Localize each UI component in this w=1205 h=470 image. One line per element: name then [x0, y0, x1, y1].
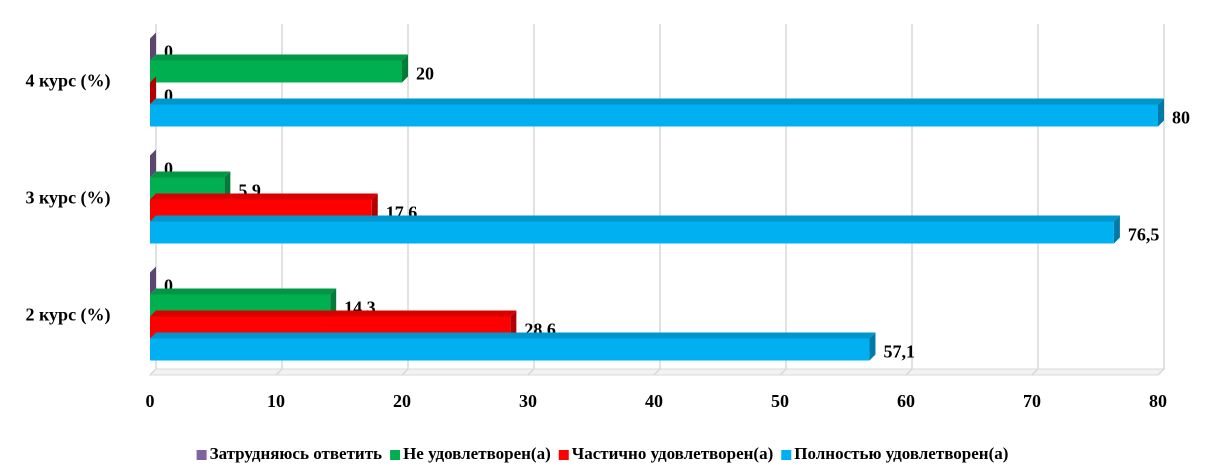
- grid-line: [905, 24, 913, 376]
- legend-swatch: [781, 450, 792, 460]
- bar-top: [150, 193, 378, 200]
- value-label: 0: [164, 159, 173, 179]
- y-tick-label: 4 курс (%): [25, 71, 110, 92]
- x-tick-label: 60: [897, 391, 915, 411]
- y-tick-label: 3 курс (%): [25, 188, 110, 209]
- legend-label: Частично удовлетворен(а): [572, 444, 773, 463]
- bar-side: [402, 54, 408, 83]
- grid-line: [275, 24, 283, 376]
- bar-side: [150, 32, 156, 61]
- bar-top: [150, 171, 231, 178]
- legend-label: Полностью удовлетворен(а): [794, 444, 1008, 463]
- grid-line: [401, 24, 409, 376]
- value-label: 80: [1172, 108, 1190, 128]
- bar-side: [371, 193, 378, 222]
- bar-side: [869, 332, 876, 361]
- value-label: 20: [416, 64, 434, 84]
- x-tick-label: 80: [1149, 391, 1167, 411]
- x-tick-label: 10: [267, 391, 285, 411]
- bar: [150, 104, 1158, 127]
- legend-label: Не удовлетворен(а): [403, 444, 551, 463]
- bar-side: [224, 171, 231, 200]
- value-label: 0: [164, 42, 173, 62]
- x-tick-label: 40: [645, 391, 663, 411]
- value-label: 0: [164, 276, 173, 296]
- bar: [150, 60, 402, 83]
- grid-line: [653, 24, 661, 376]
- x-tick-label: 20: [393, 391, 411, 411]
- grid-line: [527, 24, 535, 376]
- grid-line: [1157, 24, 1165, 376]
- grid-line: [779, 24, 787, 376]
- legend-swatch: [558, 450, 569, 460]
- y-tick-label: 2 курс (%): [25, 305, 110, 326]
- grid-line: [1031, 24, 1039, 376]
- bar-top: [150, 310, 517, 317]
- bar-side: [150, 76, 156, 105]
- bar-side: [510, 310, 517, 339]
- x-tick-label: 70: [1023, 391, 1041, 411]
- x-tick-label: 30: [519, 391, 537, 411]
- x-tick-label: 50: [771, 391, 789, 411]
- legend-label: Затрудняюсь ответить: [210, 444, 382, 463]
- bar: [150, 338, 870, 361]
- bar: [150, 221, 1114, 244]
- bar-side: [150, 266, 156, 295]
- grid-line: [149, 24, 157, 376]
- value-label: 76,5: [1128, 225, 1160, 245]
- value-label: 57,1: [883, 342, 915, 362]
- bar-side: [150, 149, 156, 178]
- bar-top: [150, 54, 408, 61]
- value-label: 0: [164, 86, 173, 106]
- legend-swatch: [196, 450, 207, 460]
- bar-side: [330, 288, 337, 317]
- bar-top: [150, 288, 337, 295]
- bar-side: [1113, 215, 1120, 244]
- bar-top: [150, 332, 876, 339]
- bar-top: [150, 98, 1164, 105]
- legend-swatch: [390, 450, 401, 460]
- x-tick-label: 0: [146, 391, 155, 411]
- bar-top: [150, 215, 1120, 222]
- bar-side: [1158, 98, 1164, 127]
